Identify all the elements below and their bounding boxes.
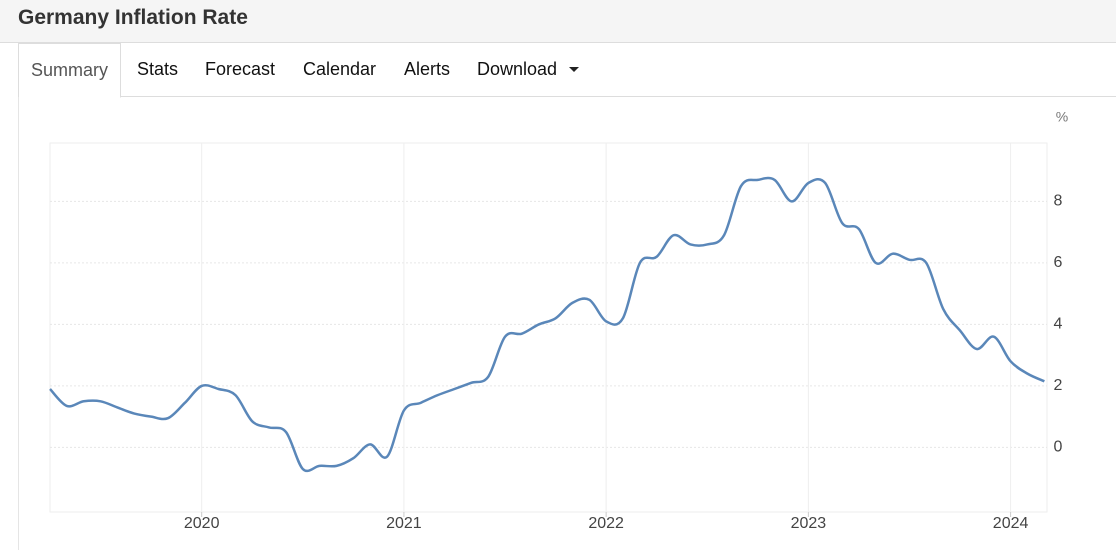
y-tick-label: 4 xyxy=(1054,316,1063,333)
tab[interactable]: Forecast xyxy=(205,59,276,79)
x-tick-label: 2023 xyxy=(791,515,827,532)
y-tick-label: 6 xyxy=(1054,254,1063,271)
x-tick-label: 2020 xyxy=(184,515,220,532)
tab[interactable]: Alerts xyxy=(404,59,451,79)
tab[interactable]: Calendar xyxy=(303,59,377,79)
chart-card xyxy=(18,97,1116,550)
y-tick-label: 8 xyxy=(1054,193,1063,210)
tab[interactable]: Download xyxy=(477,59,558,79)
x-tick-label: 2022 xyxy=(588,515,624,532)
page-title: Germany Inflation Rate xyxy=(18,6,248,29)
plot-frame xyxy=(49,142,1048,513)
tab-bar: Summary Stats Forecast Calendar Alerts D… xyxy=(18,43,1116,98)
tab[interactable]: Summary xyxy=(18,43,122,98)
y-tick-label: 0 xyxy=(1054,439,1063,456)
y-tick-label: 2 xyxy=(1054,377,1063,394)
title-bar: Germany Inflation Rate xyxy=(0,0,1116,43)
x-tick-label: 2021 xyxy=(386,515,422,532)
dropdown-caret[interactable] xyxy=(569,66,579,74)
data-line xyxy=(49,176,1045,473)
x-tick-label: 2024 xyxy=(993,515,1029,532)
y-unit-label: % xyxy=(1056,109,1068,125)
tab[interactable]: Stats xyxy=(137,59,179,79)
